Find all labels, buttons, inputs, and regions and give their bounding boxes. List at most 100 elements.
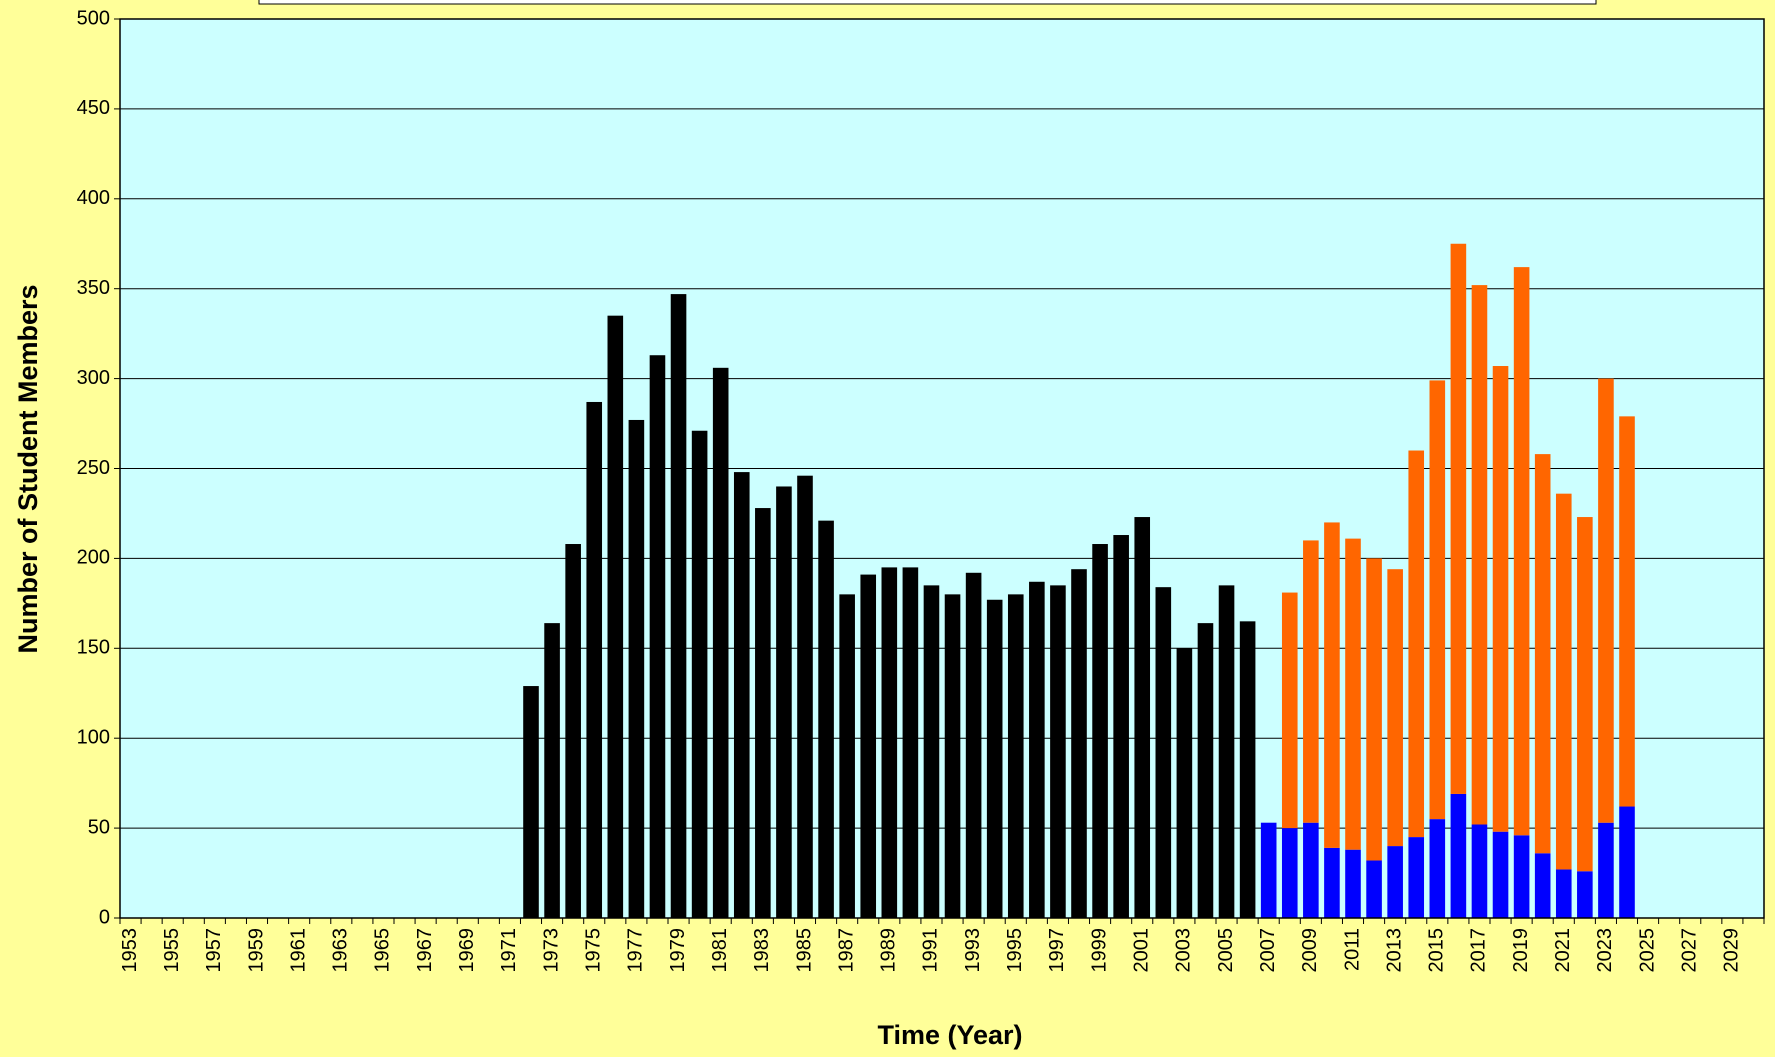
bar <box>1450 793 1467 918</box>
x-tick-label: 2021 <box>1552 928 1574 973</box>
bar <box>1281 592 1298 829</box>
bar <box>1598 822 1614 918</box>
bar <box>691 430 708 918</box>
y-tick-label: 0 <box>99 906 110 928</box>
bar <box>986 599 1003 918</box>
bar <box>1471 285 1488 825</box>
x-tick-label: 1993 <box>962 928 984 973</box>
bar <box>1092 544 1108 918</box>
x-tick-label: 1981 <box>709 928 731 973</box>
bar <box>1492 366 1509 832</box>
bar <box>1197 623 1214 918</box>
y-tick-label: 400 <box>77 187 110 209</box>
bar <box>1050 585 1066 918</box>
x-tick-label: 1967 <box>414 928 436 973</box>
x-tick-label: 1975 <box>583 928 605 973</box>
x-tick-label: 1977 <box>625 928 647 973</box>
x-axis-title: Time (Year) <box>877 1020 1022 1050</box>
bar <box>670 294 687 918</box>
bar <box>1176 648 1193 918</box>
bar <box>1513 267 1530 836</box>
y-tick-label: 50 <box>88 816 110 838</box>
x-tick-label: 2023 <box>1594 928 1616 973</box>
bar <box>1408 450 1425 838</box>
y-tick-label: 350 <box>77 277 110 299</box>
bar <box>1408 837 1425 918</box>
bar <box>1324 522 1340 848</box>
bar <box>1387 846 1403 918</box>
bar <box>1555 493 1572 870</box>
bar <box>1492 831 1509 918</box>
bar <box>1619 806 1635 918</box>
bar <box>881 567 898 918</box>
x-tick-label: 1987 <box>835 928 857 973</box>
bar <box>1303 540 1319 823</box>
x-tick-label: 1961 <box>287 928 309 973</box>
bar <box>965 572 982 918</box>
bar <box>1387 569 1403 847</box>
bar <box>1366 558 1382 861</box>
x-tick-label: 2009 <box>1299 928 1321 973</box>
x-tick-label: 1989 <box>878 928 900 973</box>
bar <box>1155 587 1172 918</box>
y-tick-label: 500 <box>77 7 110 29</box>
x-tick-label: 2013 <box>1383 928 1405 973</box>
title-box <box>258 0 1597 5</box>
x-tick-label: 2027 <box>1679 928 1701 973</box>
x-tick-label: 2005 <box>1215 928 1237 973</box>
bar <box>1534 853 1551 918</box>
y-tick-label: 450 <box>77 97 110 119</box>
bar <box>1513 835 1530 918</box>
bar <box>1281 828 1298 918</box>
x-tick-label: 1985 <box>793 928 815 973</box>
y-tick-label: 300 <box>77 367 110 389</box>
bar <box>923 585 940 918</box>
x-tick-label: 1955 <box>161 928 183 973</box>
x-tick-label: 1963 <box>330 928 352 973</box>
bar <box>839 594 855 918</box>
bar <box>523 686 539 918</box>
bar <box>1429 380 1446 820</box>
x-tick-label: 2007 <box>1257 928 1279 973</box>
bar <box>712 367 729 918</box>
bar <box>1471 824 1488 918</box>
x-tick-label: 1969 <box>456 928 478 973</box>
bar <box>1577 517 1593 872</box>
bar <box>1619 416 1635 807</box>
x-tick-label: 1991 <box>920 928 942 973</box>
x-tick-label: 1999 <box>1088 928 1110 973</box>
bar <box>733 472 750 918</box>
bar <box>1429 819 1446 918</box>
bar <box>902 567 919 918</box>
bar <box>1134 517 1151 918</box>
bar <box>544 623 560 918</box>
x-tick-label: 2001 <box>1131 928 1153 973</box>
y-axis-title: Number of Student Members <box>13 284 43 653</box>
x-tick-label: 2029 <box>1721 928 1743 973</box>
bar <box>1113 535 1129 918</box>
bar <box>860 574 877 918</box>
y-tick-label: 250 <box>77 457 110 479</box>
x-tick-label: 1957 <box>203 928 225 973</box>
plot-border <box>119 18 1765 919</box>
bar <box>1324 847 1340 918</box>
bar <box>628 419 645 918</box>
x-tick-label: 1979 <box>667 928 689 973</box>
x-tick-label: 1983 <box>751 928 773 973</box>
bar <box>776 486 792 918</box>
bar <box>1303 822 1319 918</box>
bar <box>607 315 624 918</box>
bar <box>818 520 834 918</box>
x-tick-label: 1971 <box>498 928 520 973</box>
bar <box>1218 585 1235 918</box>
bar <box>586 401 603 918</box>
x-tick-label: 2003 <box>1173 928 1195 973</box>
bar <box>1598 378 1614 823</box>
bar <box>1345 849 1361 918</box>
y-tick-label: 200 <box>77 547 110 569</box>
bar <box>565 544 581 918</box>
bar <box>1345 538 1361 850</box>
bar <box>1577 871 1593 918</box>
x-tick-label: 1995 <box>1004 928 1026 973</box>
